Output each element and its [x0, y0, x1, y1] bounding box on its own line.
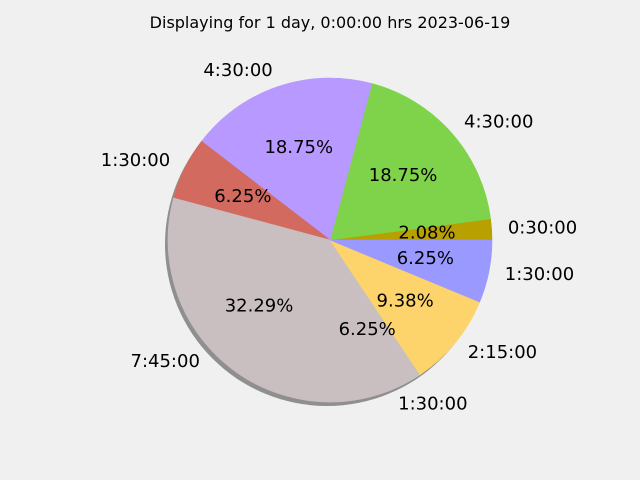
slice-percent-6: 9.38%: [377, 291, 434, 312]
slice-label-0: 0:30:00: [508, 217, 577, 238]
slice-percent-5: 6.25%: [339, 319, 396, 340]
pie-slice-1: [329, 83, 491, 241]
slice-label-1: 4:30:00: [464, 112, 533, 133]
slice-label-2: 4:30:00: [203, 60, 272, 81]
slice-percent-1: 18.75%: [369, 165, 438, 186]
pie-labels: 0:30:00 2.08% 4:30:00 18.75% 4:30:00 18.75% 1:…: [101, 60, 577, 414]
slice-label-4: 7:45:00: [131, 351, 200, 372]
slice-percent-4: 32.29%: [225, 295, 294, 316]
pie-slice-6: [329, 239, 481, 376]
pie-slice-4: [167, 197, 362, 403]
slice-percent-2: 18.75%: [264, 137, 333, 158]
slice-label-7: 1:30:00: [505, 264, 574, 285]
slice-label-3: 1:30:00: [101, 150, 170, 171]
chart-title: Displaying for 1 day, 0:00:00 hrs 2023-0…: [150, 13, 511, 32]
slice-label-5: 1:30:00: [398, 394, 467, 415]
slice-percent-7: 6.25%: [397, 248, 454, 269]
pie-slices: [167, 77, 493, 403]
pie-slice-2: [201, 77, 373, 241]
slice-percent-3: 6.25%: [214, 186, 271, 207]
slice-label-6: 2:15:00: [468, 342, 537, 363]
slice-percent-0: 2.08%: [398, 223, 455, 244]
pie-slice-7: [329, 239, 493, 303]
